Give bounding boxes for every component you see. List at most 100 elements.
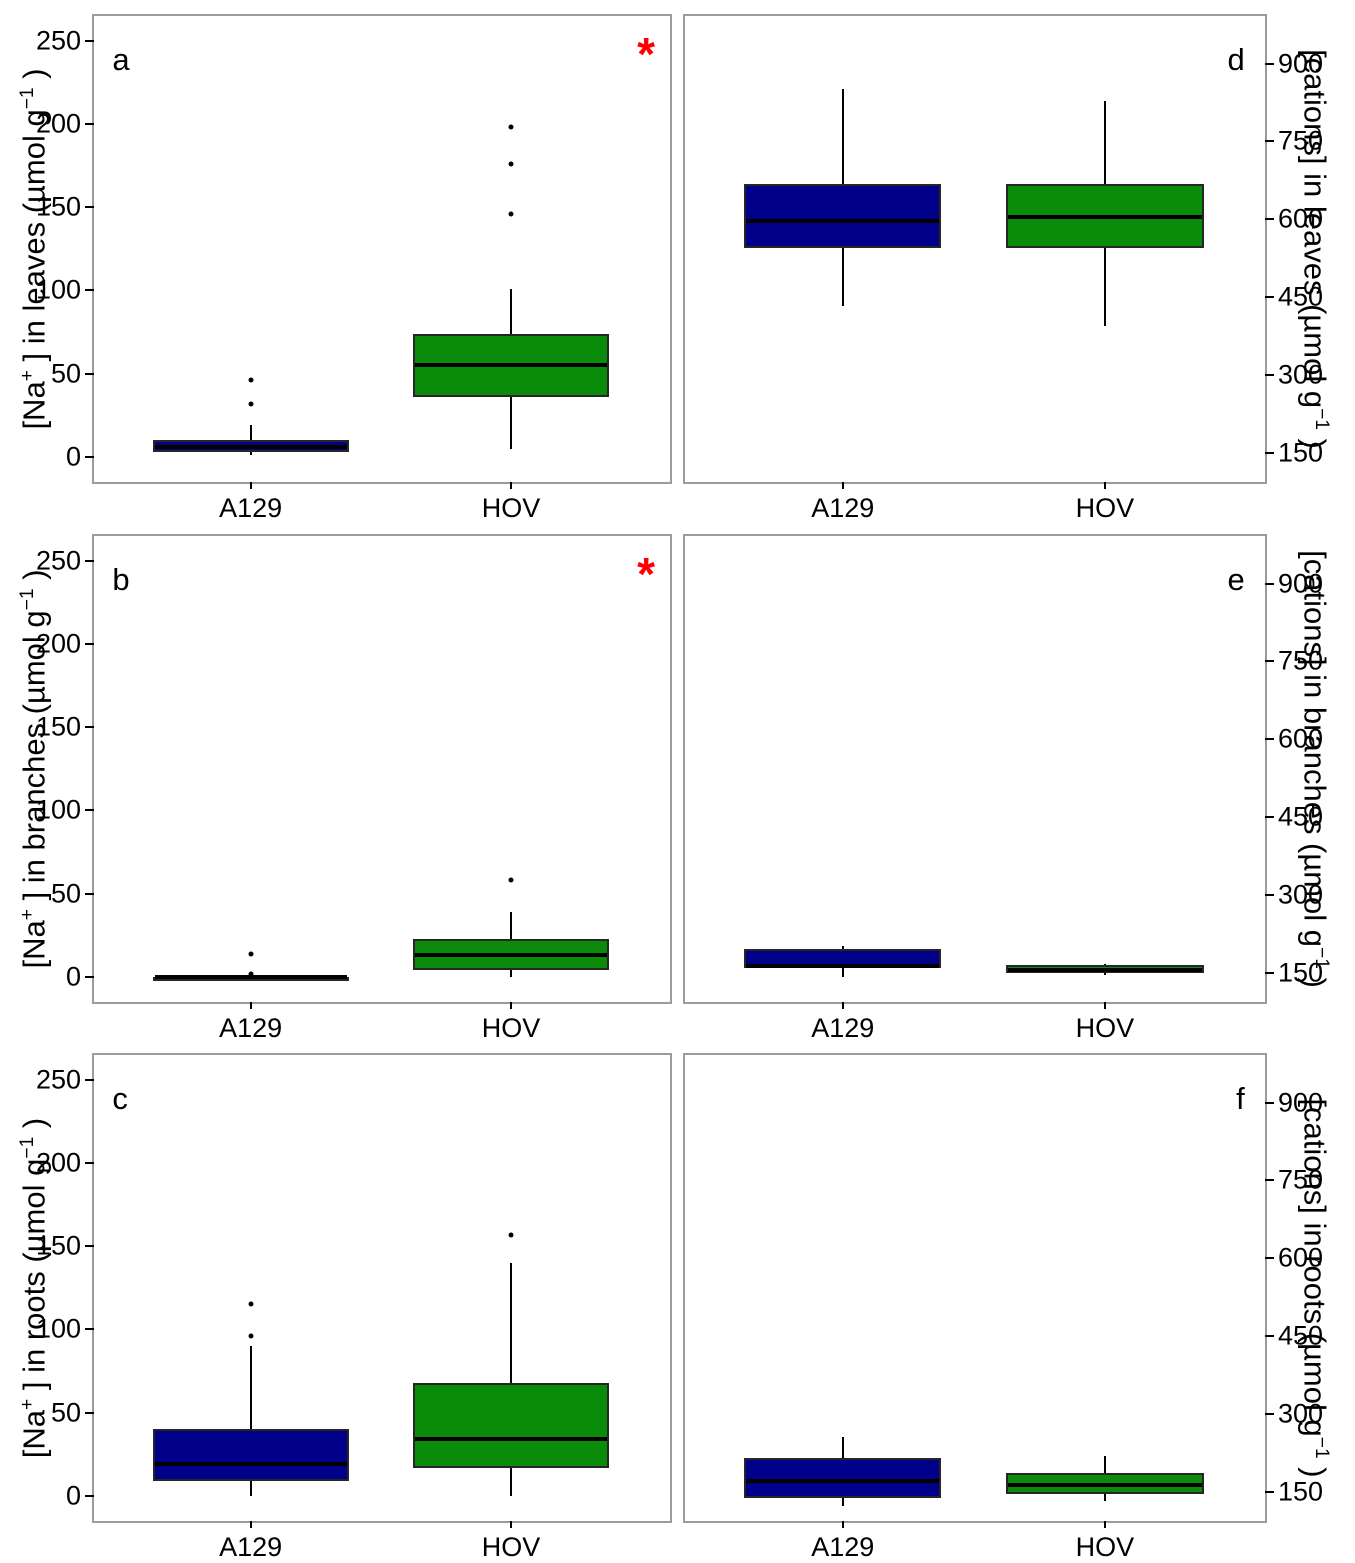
outlier-dot-A129 xyxy=(248,971,254,976)
y-tick xyxy=(1265,582,1274,585)
y-tick-label: 150 xyxy=(1278,437,1324,468)
x-category-label-hov: HOV xyxy=(481,1532,541,1562)
outlier-dot-HOV xyxy=(508,877,514,883)
outlier-dot-HOV xyxy=(508,124,514,130)
y-tick xyxy=(1265,1257,1274,1260)
y-tick-label: 600 xyxy=(1278,723,1324,754)
y-tick-label: 100 xyxy=(35,274,81,305)
outlier-dot-HOV xyxy=(508,1232,514,1237)
y-tick xyxy=(85,1328,94,1331)
y-tick-label: 0 xyxy=(65,961,81,992)
outlier-dot-HOV xyxy=(508,211,514,217)
y-tick xyxy=(85,975,94,978)
panel-e: e [cations] in branches (µmol g−1 ) A129… xyxy=(683,534,1333,1043)
y-tick-label: 50 xyxy=(50,1397,81,1428)
y-tick xyxy=(85,455,94,458)
whisker-A129 xyxy=(249,425,252,456)
y-tick xyxy=(1265,893,1274,896)
y-tick xyxy=(1265,1101,1274,1104)
y-tick xyxy=(85,1494,94,1497)
y-tick xyxy=(85,122,94,125)
y-tick-label: 600 xyxy=(1278,203,1324,234)
median-line-HOV xyxy=(1008,967,1202,972)
outlier-dot-A129 xyxy=(248,1301,254,1307)
y-tick xyxy=(1265,1179,1274,1182)
y-tick-label: 900 xyxy=(1278,48,1324,79)
box-A129 xyxy=(744,184,942,248)
x-tick xyxy=(510,1521,513,1528)
y-tick xyxy=(1265,1490,1274,1493)
y-tick-label: 150 xyxy=(35,1230,81,1261)
x-category-label-hov: HOV xyxy=(1075,1013,1135,1043)
box-A129 xyxy=(152,1429,349,1481)
y-tick-label: 450 xyxy=(1278,281,1324,312)
panel-letter: f xyxy=(1236,1080,1245,1116)
y-tick-label: 150 xyxy=(35,711,81,742)
y-tick-label: 50 xyxy=(50,878,81,909)
y-tick xyxy=(85,642,94,645)
y-tick xyxy=(85,1411,94,1414)
significance-asterisk: * xyxy=(637,547,656,600)
y-tick xyxy=(1265,1334,1274,1337)
panel-c: c [Na+ ] in roots (µmol g−1 ) A129 HOV 0… xyxy=(16,1053,672,1562)
y-tick xyxy=(1265,815,1274,818)
outlier-dot-A129 xyxy=(248,377,254,383)
median-line-A129 xyxy=(746,219,940,224)
x-tick xyxy=(510,482,513,489)
median-line-A129 xyxy=(154,444,347,449)
median-line-HOV xyxy=(415,953,607,958)
panel-b: b * [Na+ ] in branches (µmol g−1 ) A129 … xyxy=(16,534,672,1043)
outlier-dot-A129 xyxy=(248,1333,254,1339)
median-line-A129 xyxy=(154,974,347,979)
y-tick xyxy=(85,289,94,292)
x-tick xyxy=(249,482,252,489)
x-tick xyxy=(510,1002,513,1009)
y-tick xyxy=(85,39,94,42)
y-tick-label: 750 xyxy=(1278,645,1324,676)
y-tick-label: 900 xyxy=(1278,568,1324,599)
y-tick-label: 150 xyxy=(1278,957,1324,988)
y-tick xyxy=(85,1078,94,1081)
y-tick-label: 250 xyxy=(35,1064,81,1095)
y-tick xyxy=(85,206,94,209)
x-category-label-a129: A129 xyxy=(219,1013,283,1043)
y-tick xyxy=(1265,218,1274,221)
panel-d: d [cations] in leaves (µmol g−1 ) A129 H… xyxy=(683,14,1333,523)
y-tick xyxy=(1265,660,1274,663)
x-category-label-hov: HOV xyxy=(1075,1532,1135,1562)
panel-letter: d xyxy=(1227,41,1245,77)
y-tick-label: 100 xyxy=(35,1313,81,1344)
y-tick-label: 0 xyxy=(65,1480,81,1511)
y-tick-label: 200 xyxy=(35,1147,81,1178)
y-tick-label: 300 xyxy=(1278,1398,1324,1429)
box-A129 xyxy=(744,1458,942,1498)
y-tick-label: 750 xyxy=(1278,125,1324,156)
y-tick xyxy=(1265,971,1274,974)
y-tick xyxy=(85,809,94,812)
x-category-label-hov: HOV xyxy=(1075,493,1135,523)
panel-letter: b xyxy=(112,561,130,597)
y-tick xyxy=(1265,373,1274,376)
x-tick xyxy=(1103,1521,1106,1528)
outlier-dot-A129 xyxy=(248,401,254,407)
x-category-label-a129: A129 xyxy=(811,493,875,523)
x-tick xyxy=(841,482,844,489)
x-tick xyxy=(1103,482,1106,489)
box-HOV xyxy=(413,1382,609,1468)
y-tick xyxy=(1265,295,1274,298)
x-category-label-a129: A129 xyxy=(219,493,283,523)
y-tick-label: 450 xyxy=(1278,1320,1324,1351)
y-tick-label: 0 xyxy=(65,441,81,472)
y-tick-label: 300 xyxy=(1278,879,1324,910)
y-tick-label: 100 xyxy=(35,794,81,825)
median-line-HOV xyxy=(1008,215,1202,220)
y-tick-label: 250 xyxy=(35,25,81,56)
outlier-dot-A129 xyxy=(248,951,254,957)
x-category-label-a129: A129 xyxy=(811,1532,875,1562)
whisker-A129 xyxy=(249,1346,252,1496)
y-tick-label: 450 xyxy=(1278,801,1324,832)
y-tick xyxy=(1265,1412,1274,1415)
x-tick xyxy=(841,1002,844,1009)
y-tick-label: 150 xyxy=(35,191,81,222)
